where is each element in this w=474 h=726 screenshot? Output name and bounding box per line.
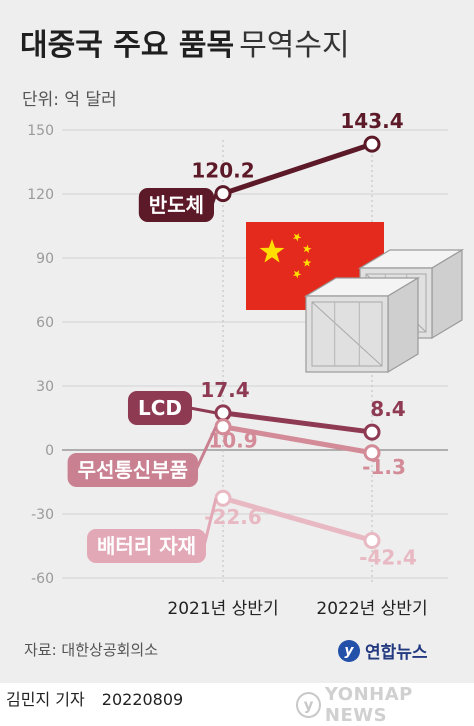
watermark-icon: y [296, 692, 321, 718]
series-label-pill [67, 453, 198, 487]
flag-small-star-icon [302, 258, 312, 267]
y-tick-label: -60 [31, 571, 54, 587]
y-tick-label: 30 [36, 379, 54, 395]
reporter-name: 김민지 기자 [6, 690, 85, 709]
series-label-pill [87, 529, 206, 563]
byline: 김민지 기자 20220809 [6, 686, 195, 710]
data-label: 143.4 [340, 109, 403, 133]
title-light: 무역수지 [239, 28, 350, 63]
yonhap-logo-text: 연합뉴스 [365, 643, 428, 663]
data-point [214, 489, 232, 507]
data-point [214, 185, 232, 203]
data-label: 120.2 [191, 159, 254, 183]
series-line [220, 424, 375, 456]
y-tick-label: 0 [45, 443, 54, 459]
data-label: -1.3 [362, 455, 406, 479]
data-point [363, 444, 381, 462]
series-label-connector [189, 406, 217, 415]
series-name: 무선통신부품 [78, 458, 188, 482]
y-tick-label: 120 [27, 187, 54, 203]
data-point [214, 404, 232, 422]
series-label-connector [194, 426, 218, 471]
data-label: -42.4 [359, 545, 417, 569]
data-label: 17.4 [200, 378, 249, 402]
series-name: 배터리 자재 [97, 534, 196, 558]
crate-front-icon [303, 276, 421, 374]
series-name: LCD [138, 396, 182, 420]
series-label-pill [138, 188, 214, 222]
watermark-text: YONHAP NEWS [324, 684, 413, 726]
data-label: 8.4 [370, 397, 405, 421]
title-bold: 대중국 주요 품목 [20, 28, 235, 63]
yonhap-logo: y 연합뉴스 [338, 638, 428, 663]
flag-small-star-icon [292, 270, 302, 279]
y-tick-label: 60 [36, 315, 54, 331]
chart-title: 대중국 주요 품목 무역수지 [20, 20, 350, 64]
series-label-connector [210, 193, 218, 206]
series-line [220, 495, 375, 543]
x-tick-label: 2022년 상반기 [316, 599, 427, 619]
yonhap-logo-icon: y [338, 639, 360, 662]
series-line [220, 141, 375, 197]
watermark: y YONHAP NEWS [296, 684, 474, 726]
series-label-pill [127, 391, 192, 425]
y-tick-label: -30 [31, 507, 54, 523]
publish-date: 20220809 [101, 690, 184, 709]
line-chart: 150 120 90 60 30 0 -30 -60 2021년 상반기 2022년 상반기 120… [27, 109, 465, 619]
data-label: 10.9 [208, 429, 257, 453]
series-line [220, 410, 375, 435]
source-label: 자료: 대한상공회의소 [24, 641, 159, 659]
flag-small-star-icon [292, 233, 302, 242]
x-tick-label: 2021년 상반기 [167, 599, 278, 619]
data-point [363, 531, 381, 549]
unit-label: 단위: 억 달러 [22, 90, 117, 110]
data-point [363, 423, 381, 441]
series-name: 반도체 [149, 193, 204, 217]
flag-small-star-icon [303, 244, 312, 254]
flag-big-star-icon [259, 239, 285, 263]
y-tick-label: 150 [27, 123, 54, 139]
data-point [363, 135, 381, 153]
series-label-connector [202, 497, 218, 547]
y-tick-label: 90 [36, 251, 54, 267]
